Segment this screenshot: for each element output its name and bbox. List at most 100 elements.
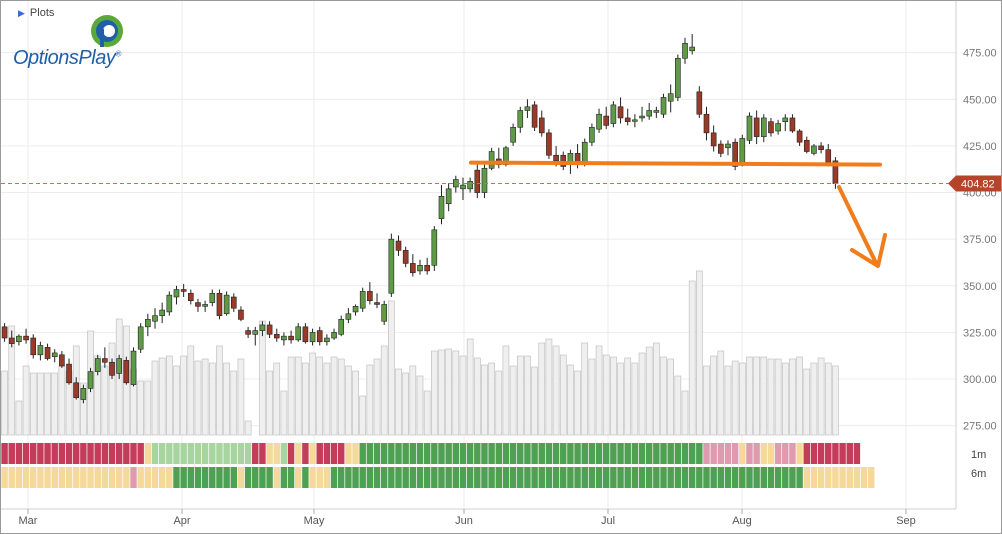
heatmap-cell-1m [187,443,195,464]
heatmap-cell-6m [674,467,682,488]
heatmap-cell-1m [531,443,538,464]
heatmap-cell-1m [173,443,180,464]
heatmap-cell-6m [610,467,617,488]
volume-bar [789,358,796,436]
volume-bar [696,270,703,436]
candle-body [145,319,151,328]
candle-body [624,117,631,122]
heatmap-cell-1m [72,443,80,464]
heatmap-cell-1m [724,443,732,464]
heatmap-cell-6m [753,467,760,488]
candle-body [30,337,37,356]
candle-body [195,302,201,307]
volume-bar [524,355,531,436]
heatmap-cell-6m [617,467,624,488]
volume-bar [767,358,775,436]
logo-mark-icon [91,15,123,47]
heatmap-cell-6m [782,467,789,488]
x-tick-label: Aug [732,515,752,527]
heatmap-cell-1m [703,443,710,464]
heatmap-cell-6m [724,467,732,488]
heatmap-cell-1m [538,443,545,464]
heatmap-cell-6m [409,467,417,488]
volume-bar [638,352,646,436]
candle-body [266,324,273,335]
heatmap-cell-6m [517,467,524,488]
volume-bar [352,370,359,436]
heatmap-cell-1m [94,443,101,464]
heatmap-cell-1m [617,443,624,464]
heatmap-cell-6m [287,467,295,488]
heatmap-cell-1m [380,443,388,464]
heatmap-cell-1m [459,443,467,464]
heatmap-cell-6m [810,467,818,488]
heatmap-cell-1m [330,443,338,464]
heatmap-cell-1m [345,443,352,464]
volume-bar [438,349,445,436]
heatmap-cell-6m [273,467,280,488]
y-tick-label: 350.00 [963,281,997,293]
candle-body [775,123,781,132]
candle-body [632,119,638,122]
heatmap-cell-1m [1,443,8,464]
heatmap-cell-1m [80,443,87,464]
heatmap-cell-1m [645,443,653,464]
heatmap-cell-1m [681,443,689,464]
candle-body [1,326,8,339]
candle-body [696,91,703,115]
volume-bar [223,362,230,436]
candle-body [596,113,602,130]
heatmap-cell-1m [266,443,273,464]
candle-body [180,289,187,292]
volume-bar [366,364,374,436]
heatmap-cell-1m [151,443,159,464]
heatmap-cell-1m [581,443,588,464]
heatmap-cell-1m [667,443,674,464]
heatmap-cell-6m [624,467,631,488]
heatmap-cell-1m [309,443,316,464]
candle-body [345,313,352,320]
heatmap-cell-1m [166,443,173,464]
heatmap-cell-1m [803,443,810,464]
heatmap-cell-1m [8,443,15,464]
candle-body [646,110,653,117]
volume-bar [667,358,674,436]
candle-body [352,306,359,313]
heatmap-cell-1m [123,443,130,464]
last-price-tag [948,175,1001,192]
y-tick-label: 475.00 [963,48,997,60]
heatmap-cell-6m [567,467,574,488]
candle-body [59,354,65,367]
arrow-down-icon [837,185,879,267]
heatmap-cell-1m [37,443,44,464]
heatmap-cell-1m [130,443,137,464]
candle-body [617,106,624,119]
heatmap-cell-6m [717,467,725,488]
heatmap-cell-6m [180,467,187,488]
candle-body [116,358,122,374]
volume-bar [345,365,352,436]
volume-bar [201,358,209,436]
candle-body [589,126,595,143]
candle-body [173,289,180,298]
volume-bar [760,356,768,436]
heatmap-cell-1m [602,443,610,464]
heatmap-cell-6m [309,467,316,488]
heatmap-cell-1m [352,443,359,464]
heatmap-cell-1m [760,443,768,464]
heatmap-cell-6m [416,467,424,488]
plots-toggle[interactable]: ▶ Plots [18,7,54,19]
volume-bar [531,366,538,436]
heatmap-cell-6m [209,467,216,488]
volume-bar [409,365,417,436]
heatmap-cell-1m [409,443,417,464]
candle-body [768,121,774,134]
volume-bar [273,362,281,436]
candle-body [531,104,538,128]
heatmap-cell-1m [438,443,445,464]
volume-bar [259,320,266,436]
heatmap-cell-1m [560,443,567,464]
y-tick-label: 425.00 [963,141,997,153]
heatmap-cell-1m [373,443,381,464]
